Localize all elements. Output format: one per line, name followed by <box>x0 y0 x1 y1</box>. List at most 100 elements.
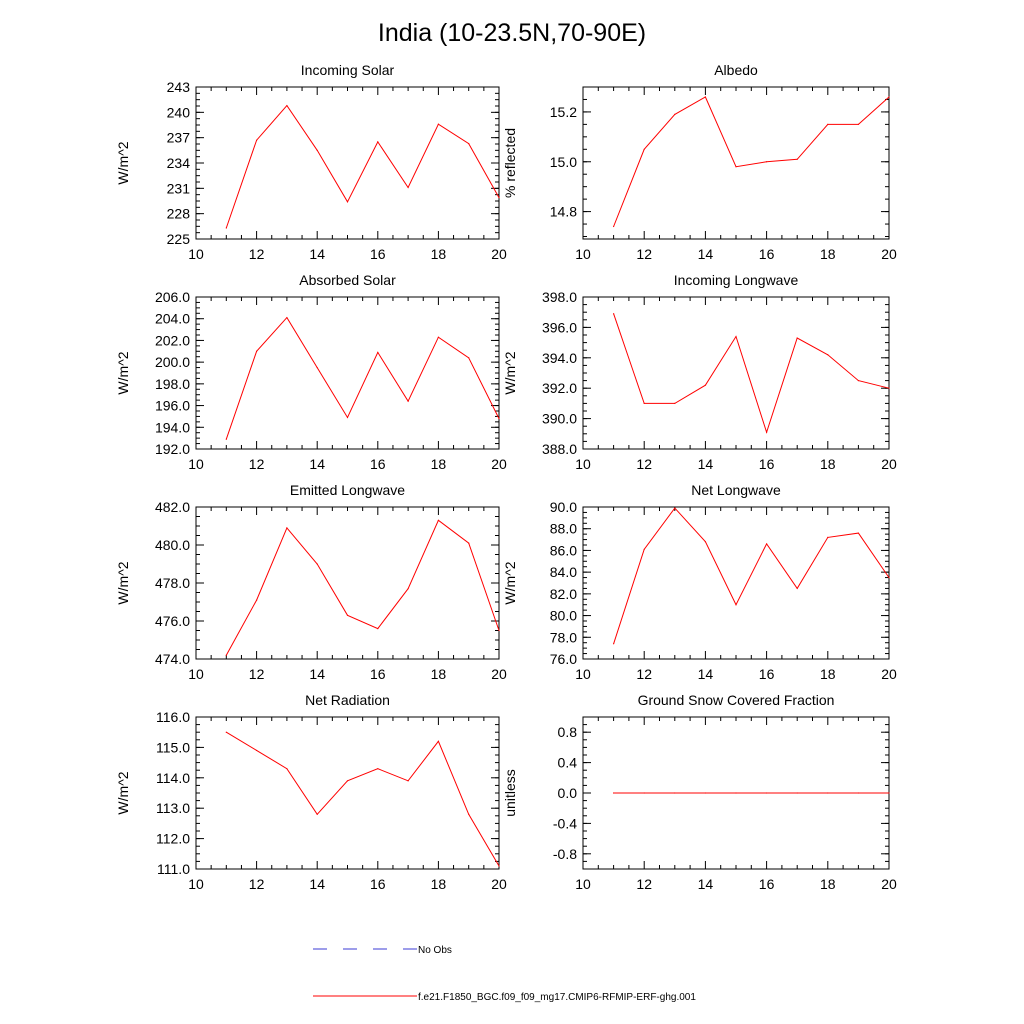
panels: Incoming Solar W/m^2 10 12 14 16 18 20 225 228 231… <box>115 62 897 892</box>
x-tick-label: 20 <box>881 456 897 472</box>
panel-2: Albedo % reflected 10 12 14 16 18 20 14.8 15.0 15.… <box>502 62 897 262</box>
panel-4: Incoming Longwave W/m^2 10 12 14 16 18 20 388.0 3… <box>502 272 897 472</box>
data-point <box>704 96 707 98</box>
y-tick-label: 225 <box>167 231 191 247</box>
y-tick-label: 194.0 <box>155 419 190 435</box>
y-tick-label: 114.0 <box>156 770 190 786</box>
x-tick-label: 12 <box>636 456 652 472</box>
x-tick-label: 20 <box>491 666 507 682</box>
figure-title: India (10-23.5N,70-90E) <box>378 19 646 47</box>
x-tick-label: 18 <box>820 876 836 892</box>
y-tick-label: 243 <box>167 79 191 95</box>
series-line <box>225 519 500 656</box>
x-tick-label: 16 <box>370 456 386 472</box>
y-tick-label: 476.0 <box>155 613 190 629</box>
data-point <box>643 548 645 550</box>
y-axis-label: W/m^2 <box>115 561 131 604</box>
data-point <box>286 527 288 529</box>
y-tick-label: 237 <box>167 130 191 146</box>
x-tick-label: 12 <box>249 456 265 472</box>
x-tick-label: 12 <box>636 876 652 892</box>
data-point <box>766 792 768 794</box>
data-point <box>674 402 676 404</box>
y-tick-label: 204.0 <box>155 311 190 327</box>
data-point <box>346 614 349 616</box>
y-tick-label: 0.8 <box>558 724 578 740</box>
data-point <box>346 416 349 419</box>
panel-title: Ground Snow Covered Fraction <box>638 692 835 708</box>
data-point <box>498 629 500 632</box>
x-tick-label: 16 <box>759 246 775 262</box>
x-tick-label: 10 <box>188 246 204 262</box>
x-tick-label: 16 <box>759 876 775 892</box>
data-point <box>377 351 379 353</box>
data-point <box>437 740 439 742</box>
x-tick-label: 18 <box>820 246 836 262</box>
x-tick-label: 20 <box>881 666 897 682</box>
data-point <box>256 599 258 601</box>
data-point <box>735 604 737 606</box>
y-tick-label: 84.0 <box>550 564 577 580</box>
plot-frame <box>195 716 500 870</box>
x-tick-label: 20 <box>491 876 507 892</box>
data-point <box>613 792 615 794</box>
panel-title: Absorbed Solar <box>299 272 396 288</box>
y-tick-label: -0.8 <box>553 846 577 862</box>
data-point <box>735 792 737 794</box>
x-tick-label: 14 <box>698 246 714 262</box>
x-tick-label: 16 <box>370 246 386 262</box>
data-point <box>407 400 409 402</box>
x-tick-label: 14 <box>309 456 325 472</box>
data-point <box>857 532 860 534</box>
y-tick-label: 202.0 <box>155 332 190 348</box>
y-tick-label: 0.4 <box>558 755 578 771</box>
y-tick-label: 474.0 <box>155 651 190 667</box>
x-tick-label: 10 <box>188 876 204 892</box>
data-point <box>796 792 798 794</box>
data-point <box>827 792 829 794</box>
y-tick-label: 390.0 <box>542 411 577 427</box>
panel-6: Net Longwave W/m^2 10 12 14 16 18 20 76.0 78.0 80.… <box>502 482 897 682</box>
data-point <box>674 792 676 794</box>
data-point <box>225 438 227 440</box>
x-tick-label: 16 <box>370 666 386 682</box>
data-point <box>346 201 349 203</box>
data-point <box>796 337 798 339</box>
data-point <box>888 792 890 794</box>
data-point <box>857 792 860 794</box>
data-point <box>888 387 890 389</box>
x-tick-label: 18 <box>431 456 447 472</box>
y-tick-label: 90.0 <box>550 499 577 515</box>
x-tick-label: 18 <box>431 876 447 892</box>
data-point <box>613 643 615 645</box>
y-tick-label: 200.0 <box>155 354 190 370</box>
y-tick-label: 231 <box>167 180 191 196</box>
panel-title: Net Longwave <box>691 482 781 498</box>
x-tick-label: 20 <box>881 246 897 262</box>
y-tick-label: 392.0 <box>542 380 577 396</box>
data-point <box>857 123 860 125</box>
y-tick-label: 394.0 <box>542 350 577 366</box>
y-tick-label: 198.0 <box>155 376 190 392</box>
data-point <box>704 384 707 386</box>
y-tick-label: 15.0 <box>550 154 577 170</box>
x-tick-label: 14 <box>698 876 714 892</box>
y-tick-label: 398.0 <box>542 289 577 305</box>
x-tick-label: 12 <box>636 666 652 682</box>
y-tick-label: 115.0 <box>156 739 190 755</box>
panel-5: Emitted Longwave W/m^2 10 12 14 16 18 20 474.0 47… <box>115 482 507 682</box>
data-point <box>256 350 258 352</box>
data-point <box>704 541 707 543</box>
x-tick-label: 12 <box>636 246 652 262</box>
data-point <box>286 768 288 770</box>
x-tick-label: 10 <box>188 456 204 472</box>
data-point <box>407 186 409 189</box>
x-tick-label: 18 <box>820 456 836 472</box>
x-tick-label: 20 <box>881 876 897 892</box>
x-tick-label: 10 <box>575 456 591 472</box>
legend-no-obs-label: No Obs <box>418 945 452 956</box>
x-tick-label: 10 <box>188 666 204 682</box>
data-point <box>407 588 409 590</box>
data-point <box>407 780 409 782</box>
series-line <box>613 507 890 644</box>
